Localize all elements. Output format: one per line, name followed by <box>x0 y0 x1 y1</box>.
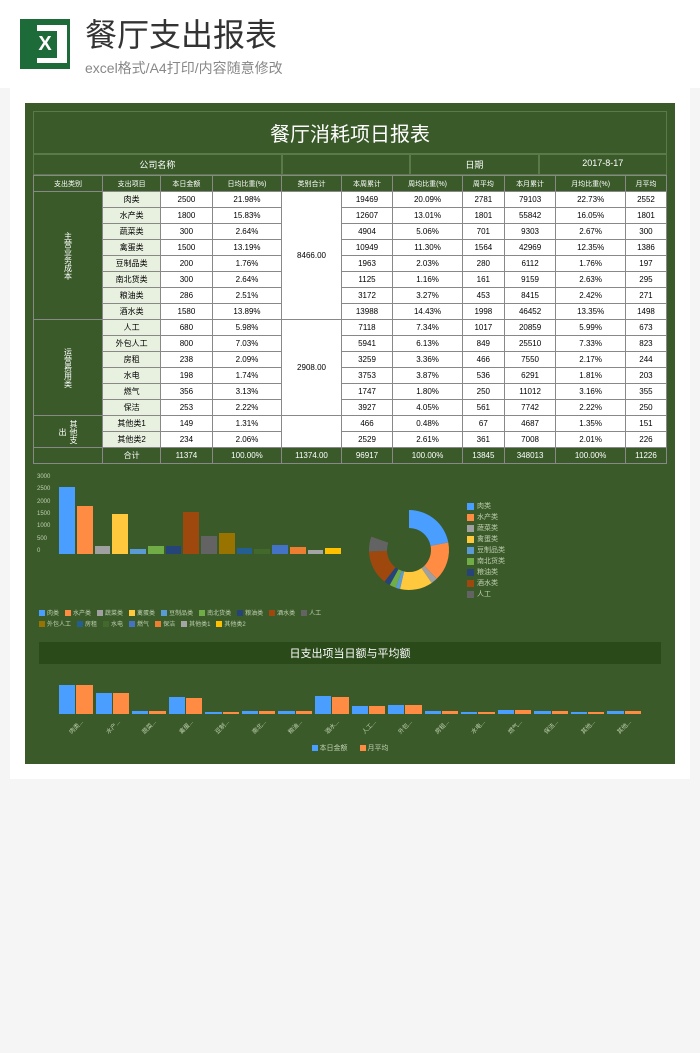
col-header: 月均比重(%) <box>556 176 626 192</box>
col-header: 本周累计 <box>341 176 393 192</box>
meta-row: 公司名称 日期 2017-8-17 <box>33 154 667 175</box>
table-row: 豆制品类2001.76%19632.03%28061121.76%197 <box>34 256 667 272</box>
table-row: 外包人工8007.03%59416.13%849255107.33%823 <box>34 336 667 352</box>
col-header: 支出项目 <box>103 176 161 192</box>
bottom-chart: 日支出项当日额与平均额 肉类...水产...蔬菜...禽蛋...豆制...南北.… <box>33 636 667 756</box>
table-row: 主营业务成本肉类250021.98%8466.001946920.09%2781… <box>34 192 667 208</box>
category-cell: 运营费用类 <box>34 320 103 416</box>
col-header: 日均比重(%) <box>212 176 282 192</box>
table-row: 其他支出其他类11491.31%4660.48%6746871.35%151 <box>34 416 667 432</box>
table-row: 水电1981.74%37533.87%53662911.81%203 <box>34 368 667 384</box>
bottom-chart-title: 日支出项当日额与平均额 <box>39 642 661 664</box>
category-cell: 主营业务成本 <box>34 192 103 320</box>
table-row: 燃气3563.13%17471.80%250110123.16%355 <box>34 384 667 400</box>
table-row: 酒水类158013.89%1398814.43%19984645213.35%1… <box>34 304 667 320</box>
table-row: 蔬菜类3002.64%49045.06%70193032.67%300 <box>34 224 667 240</box>
table-row: 禽蛋类150013.19%1094911.30%15644296912.35%1… <box>34 240 667 256</box>
table-row: 房租2382.09%32593.36%46675502.17%244 <box>34 352 667 368</box>
header-subtitle: excel格式/A4打印/内容随意修改 <box>85 58 680 78</box>
sheet-preview: 餐厅消耗项日报表 公司名称 日期 2017-8-17 支出类别支出项目本日金额日… <box>10 88 690 779</box>
col-header: 支出类别 <box>34 176 103 192</box>
report-title: 餐厅消耗项日报表 <box>33 111 667 154</box>
table-row: 南北货类3002.64%11251.16%16191592.63%295 <box>34 272 667 288</box>
category-cell: 其他支出 <box>34 416 103 448</box>
date-label: 日期 <box>410 154 538 175</box>
data-table: 支出类别支出项目本日金额日均比重(%)类别合计本周累计周均比重(%)周平均本月累… <box>33 175 667 464</box>
header-title: 餐厅支出报表 <box>85 10 680 56</box>
table-row: 粮油类2862.51%31723.27%45384152.42%271 <box>34 288 667 304</box>
table-row: 其他类22342.06%25292.61%36170082.01%226 <box>34 432 667 448</box>
table-row: 保洁2532.22%39274.05%56177422.22%250 <box>34 400 667 416</box>
excel-icon: X <box>20 19 70 69</box>
col-header: 本月累计 <box>504 176 556 192</box>
company-label: 公司名称 <box>33 154 282 175</box>
col-header: 类别合计 <box>282 176 341 192</box>
col-header: 月平均 <box>625 176 666 192</box>
donut-chart: 肉类水产类蔬菜类禽蛋类豆制品类南北货类粮油类酒水类人工 <box>353 470 667 630</box>
date-value: 2017-8-17 <box>539 154 667 175</box>
col-header: 周均比重(%) <box>393 176 463 192</box>
col-header: 本日金额 <box>161 176 213 192</box>
table-row: 运营费用类人工6805.98%2908.0071187.34%101720859… <box>34 320 667 336</box>
table-row: 水产类180015.83%1260713.01%18015584216.05%1… <box>34 208 667 224</box>
col-header: 周平均 <box>462 176 504 192</box>
total-row: 合计11374100.00%11374.0096917100.00%138453… <box>34 448 667 464</box>
page-header: X 餐厅支出报表 excel格式/A4打印/内容随意修改 <box>0 0 700 88</box>
bar-chart: 300025002000150010005000 肉类水产类蔬菜类禽蛋类豆制品类… <box>33 470 347 630</box>
